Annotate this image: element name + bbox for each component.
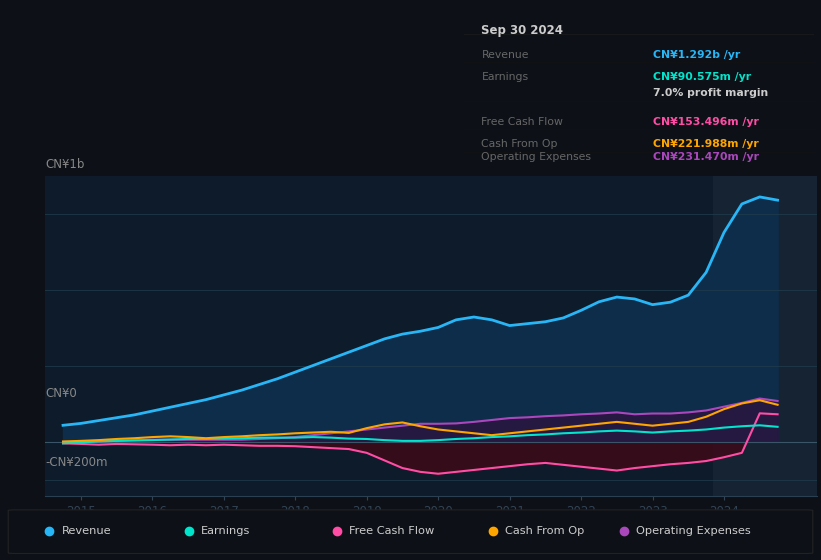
Text: Earnings: Earnings xyxy=(481,72,529,82)
Text: CN¥231.470m /yr: CN¥231.470m /yr xyxy=(654,152,759,162)
Text: CN¥153.496m /yr: CN¥153.496m /yr xyxy=(654,116,759,127)
Text: CN¥1.292b /yr: CN¥1.292b /yr xyxy=(654,49,741,59)
Text: Operating Expenses: Operating Expenses xyxy=(481,152,591,162)
Bar xyxy=(713,176,817,496)
Text: CN¥1b: CN¥1b xyxy=(45,158,85,171)
Text: Free Cash Flow: Free Cash Flow xyxy=(349,526,434,535)
FancyBboxPatch shape xyxy=(8,510,813,553)
Text: Cash From Op: Cash From Op xyxy=(481,139,558,149)
Text: Revenue: Revenue xyxy=(481,49,529,59)
Text: Revenue: Revenue xyxy=(62,526,111,535)
Text: CN¥0: CN¥0 xyxy=(45,386,77,400)
Text: Sep 30 2024: Sep 30 2024 xyxy=(481,24,563,37)
Text: Free Cash Flow: Free Cash Flow xyxy=(481,116,563,127)
Text: Cash From Op: Cash From Op xyxy=(505,526,585,535)
Text: CN¥221.988m /yr: CN¥221.988m /yr xyxy=(654,139,759,149)
Text: -CN¥200m: -CN¥200m xyxy=(45,455,108,469)
Text: CN¥90.575m /yr: CN¥90.575m /yr xyxy=(654,72,751,82)
Text: Earnings: Earnings xyxy=(201,526,250,535)
Text: 7.0% profit margin: 7.0% profit margin xyxy=(654,88,768,98)
Text: Operating Expenses: Operating Expenses xyxy=(636,526,751,535)
